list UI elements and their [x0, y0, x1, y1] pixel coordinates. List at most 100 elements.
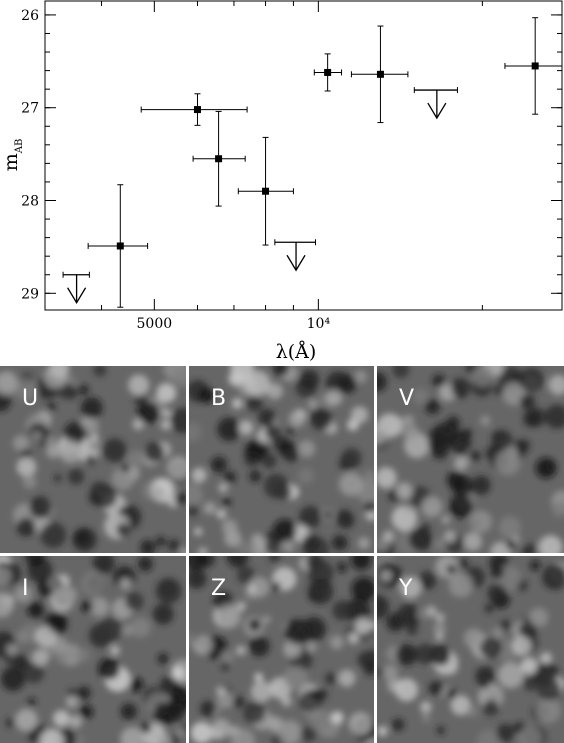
- noise-blob: [350, 556, 372, 571]
- noise-blob: [174, 492, 186, 506]
- noise-blob: [281, 696, 292, 707]
- noise-blob: [284, 449, 298, 463]
- noise-blob: [254, 672, 264, 682]
- noise-blob: [326, 389, 343, 406]
- noise-blob: [231, 728, 256, 743]
- noise-blob: [496, 723, 516, 743]
- noise-blob: [435, 632, 444, 641]
- noise-blob: [434, 538, 446, 550]
- noise-blob: [332, 534, 348, 551]
- noise-blob: [152, 603, 174, 625]
- noise-blob: [126, 450, 145, 469]
- noise-blob: [15, 630, 29, 644]
- noise-blob: [460, 430, 471, 441]
- noise-blob: [268, 556, 281, 563]
- noise-blob: [354, 618, 372, 635]
- noise-blob: [140, 722, 152, 734]
- noise-blob: [167, 539, 180, 551]
- cutout-image: [0, 556, 186, 743]
- noise-blob: [415, 608, 428, 621]
- noise-blob: [109, 645, 120, 656]
- noise-blob: [529, 607, 549, 627]
- x-axis-ticks: [101, 1, 483, 310]
- upper-limit: [62, 271, 90, 305]
- noise-blob: [337, 509, 352, 523]
- noise-blob: [65, 695, 79, 708]
- noise-blob: [121, 464, 130, 473]
- noise-blob: [345, 598, 371, 623]
- noise-blob: [432, 374, 446, 388]
- noise-blob: [0, 566, 12, 586]
- noise-blob: [377, 467, 397, 489]
- limit-arrowhead: [67, 287, 87, 305]
- noise-blob: [380, 569, 392, 582]
- noise-blob: [441, 515, 450, 525]
- noise-blob: [537, 677, 561, 701]
- noise-blob: [519, 367, 544, 393]
- noise-blob: [53, 474, 62, 482]
- noise-blob: [484, 603, 495, 614]
- noise-blob: [170, 407, 186, 434]
- noise-blob: [469, 450, 481, 462]
- noise-blob: [22, 474, 37, 489]
- noise-blob: [81, 600, 93, 613]
- noise-blob: [128, 677, 144, 693]
- upper-limit: [274, 239, 316, 272]
- noise-blob: [220, 650, 235, 665]
- noise-blob: [399, 576, 422, 599]
- noise-blob: [40, 522, 67, 548]
- noise-blob: [329, 635, 344, 650]
- y-axis-tick-labels: 26 27 28 29: [21, 8, 39, 302]
- noise-blob: [288, 411, 305, 428]
- noise-blob: [80, 572, 104, 596]
- noise-blob: [16, 457, 37, 477]
- noise-blob: [157, 653, 169, 665]
- noise-blob: [524, 543, 538, 553]
- noise-blob: [102, 438, 127, 463]
- noise-blob: [0, 666, 26, 692]
- noise-blob: [339, 472, 363, 497]
- noise-blob: [276, 484, 292, 500]
- noise-blob: [222, 497, 232, 507]
- noise-blob: [198, 387, 215, 404]
- band-label: I: [22, 576, 29, 601]
- noise-blob: [552, 501, 564, 518]
- y-axis-ticks: [45, 14, 562, 294]
- noise-blob: [286, 426, 295, 435]
- noise-blob: [347, 419, 359, 431]
- noise-blob: [77, 686, 91, 700]
- noise-blob: [428, 680, 444, 696]
- noise-blob: [120, 703, 137, 720]
- y-axis-label-sub: AB: [14, 139, 25, 155]
- noise-blob: [391, 718, 405, 732]
- noise-blob: [243, 701, 266, 724]
- noise-blob: [454, 456, 469, 471]
- noise-blob: [300, 726, 317, 742]
- noise-blob: [69, 715, 82, 728]
- noise-blob: [298, 467, 314, 484]
- noise-blob: [310, 408, 333, 431]
- noise-blob: [308, 399, 318, 409]
- noise-blob: [79, 704, 94, 719]
- noise-blob: [395, 482, 413, 500]
- y-axis-label: mAB: [0, 139, 25, 172]
- noise-blob: [47, 576, 61, 590]
- noise-blob: [249, 470, 262, 483]
- noise-blob: [156, 383, 177, 403]
- noise-blob: [392, 366, 410, 379]
- noise-blob: [180, 547, 186, 553]
- noise-blob: [477, 683, 504, 710]
- noise-blob: [128, 374, 150, 396]
- band-label: V: [399, 386, 415, 411]
- noise-blob: [425, 605, 437, 618]
- noise-blob: [238, 420, 254, 435]
- noise-blob: [282, 540, 295, 553]
- noise-blob: [476, 729, 501, 743]
- noise-blob: [29, 496, 52, 519]
- noise-blob: [323, 510, 332, 519]
- noise-blob: [487, 583, 507, 603]
- noise-blob: [325, 371, 351, 396]
- noise-blob: [512, 636, 532, 656]
- noise-blob: [377, 726, 388, 737]
- noise-blob: [495, 449, 521, 476]
